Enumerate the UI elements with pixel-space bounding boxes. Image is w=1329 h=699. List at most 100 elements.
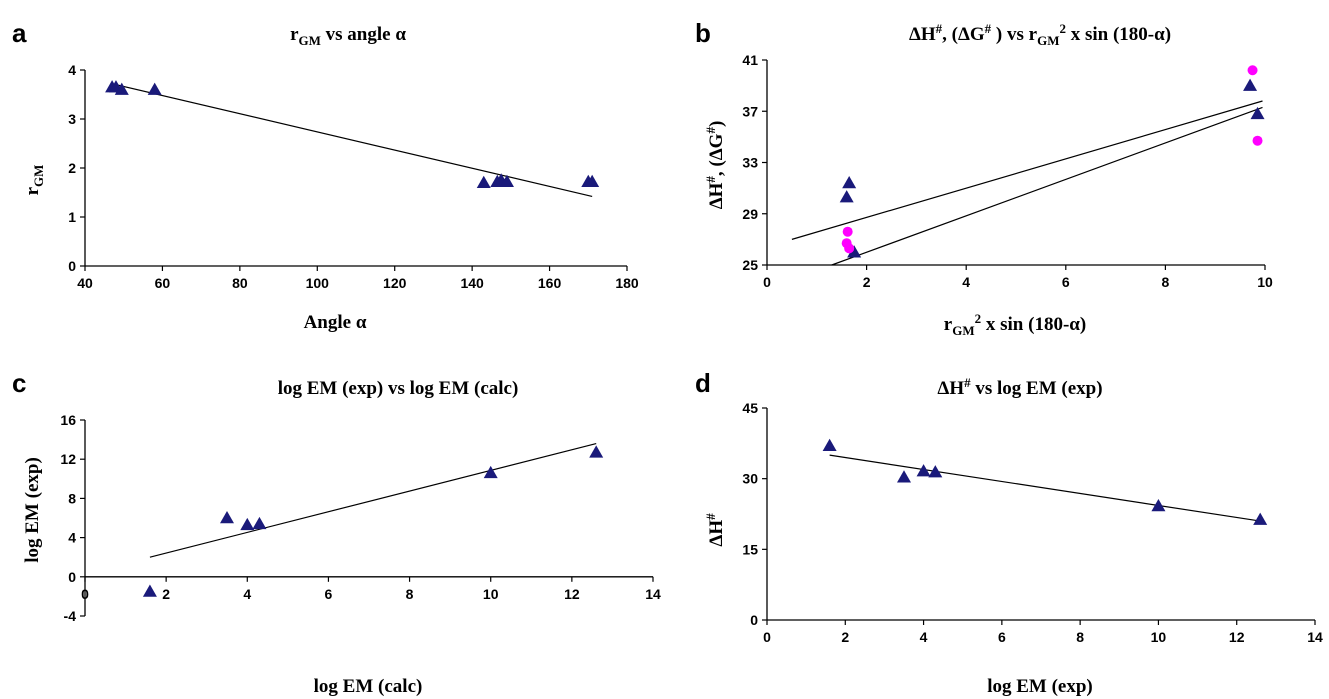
y-tick-label-c: 12 xyxy=(60,451,76,467)
data-point-d xyxy=(916,464,931,477)
x-tick-label-b: 2 xyxy=(863,274,871,290)
x-tick-label-c: 2 xyxy=(162,586,170,602)
trendline-d-0 xyxy=(829,454,1261,522)
data-point-d xyxy=(1253,512,1268,525)
plot-a: 40 60 80 100 120 140 160 180 0 1 2 3 4 xyxy=(68,62,639,291)
y-tick-label-b: 41 xyxy=(742,52,758,68)
panel-a-xlabel: Angle α xyxy=(304,312,367,333)
y-tick-label-c: 8 xyxy=(68,490,76,506)
data-point-c xyxy=(589,445,604,458)
y-tick-label-a: 2 xyxy=(68,160,76,176)
y-tick-label-b: 37 xyxy=(742,103,758,119)
panel-letter-d: d xyxy=(695,368,711,398)
data-point-b xyxy=(844,243,855,254)
data-point-a xyxy=(499,174,514,187)
data-point-a xyxy=(114,82,129,95)
y-tick-label-d: 0 xyxy=(750,612,758,628)
y-tick-label-a: 4 xyxy=(68,62,76,78)
x-tick-label-a: 140 xyxy=(460,275,484,291)
panel-letter-a: a xyxy=(12,18,27,48)
panel-a-title: rGM vs angle α xyxy=(290,24,406,48)
data-point-a xyxy=(476,175,491,188)
y-tick-label-b: 25 xyxy=(742,257,758,273)
data-point-d xyxy=(1151,498,1166,512)
y-tick-label-a: 3 xyxy=(68,111,76,127)
x-tick-label-c: 6 xyxy=(325,586,333,602)
y-tick-label-d: 30 xyxy=(742,471,758,487)
plot-d: 0 2 4 6 8 10 12 14 0 15 30 45 xyxy=(742,400,1323,645)
x-tick-label-d: 6 xyxy=(998,629,1006,645)
data-point-c xyxy=(483,465,498,479)
panel-b-title: ΔH#, (ΔG# ) vs rGM2 x sin (180-α) xyxy=(909,21,1171,48)
data-point-d xyxy=(897,470,911,483)
x-tick-label-d: 0 xyxy=(763,629,771,645)
data-point-b xyxy=(842,176,857,189)
data-point-a xyxy=(585,174,600,187)
x-tick-label-c: 0 xyxy=(81,586,89,602)
trendline-b-1 xyxy=(831,106,1263,266)
panel-letter-c: c xyxy=(12,368,26,398)
data-point-c xyxy=(252,516,267,530)
panel-d-xlabel: log EM (exp) xyxy=(987,676,1093,697)
panel-c: c log EM (exp) vs log EM (calc) log EM (… xyxy=(12,368,518,697)
x-tick-label-a: 40 xyxy=(77,275,93,291)
x-tick-label-a: 100 xyxy=(306,275,330,291)
x-tick-label-b: 6 xyxy=(1062,274,1070,290)
panel-c-title: log EM (exp) vs log EM (calc) xyxy=(278,378,519,399)
data-point-d xyxy=(928,465,943,478)
data-point-b xyxy=(1250,106,1265,120)
x-tick-label-b: 10 xyxy=(1257,274,1273,290)
x-tick-label-a: 120 xyxy=(383,275,407,291)
data-point-b xyxy=(847,245,862,258)
x-tick-label-c: 12 xyxy=(564,586,580,602)
trendline-a-0 xyxy=(111,83,593,198)
y-tick-label-d: 15 xyxy=(742,541,758,557)
x-tick-label-d: 10 xyxy=(1151,629,1167,645)
y-tick-label-a: 0 xyxy=(68,258,76,274)
x-tick-label-a: 80 xyxy=(232,275,248,291)
x-tick-label-c: 4 xyxy=(243,586,251,602)
trendline-b-0 xyxy=(791,100,1263,240)
data-point-d xyxy=(822,438,837,451)
x-tick-label-c: 14 xyxy=(645,586,661,602)
panel-letter-b: b xyxy=(695,18,711,48)
panel-b: b ΔH#, (ΔG# ) vs rGM2 x sin (180-α) rGM2… xyxy=(695,18,1171,338)
panel-d: d ΔH# vs log EM (exp) log EM (exp) ΔH# xyxy=(695,368,1103,697)
data-point-c xyxy=(142,584,157,597)
x-tick-label-c: 10 xyxy=(483,586,499,602)
x-tick-label-c: 8 xyxy=(406,586,414,602)
panel-a: a rGM vs angle α Angle α rGM xyxy=(12,18,406,333)
data-point-c xyxy=(240,517,255,531)
y-tick-label-c: 16 xyxy=(60,412,76,428)
x-tick-label-d: 2 xyxy=(841,629,849,645)
x-tick-label-b: 8 xyxy=(1162,274,1170,290)
plot-b: 0 2 4 6 8 10 25 29 33 37 41 xyxy=(742,52,1273,290)
x-tick-label-d: 8 xyxy=(1076,629,1084,645)
panel-c-ylabel: log EM (exp) xyxy=(22,457,43,563)
panel-c-xlabel: log EM (calc) xyxy=(314,676,423,697)
x-tick-label-b: 4 xyxy=(962,274,970,290)
x-tick-label-a: 160 xyxy=(538,275,562,291)
y-tick-label-c: -4 xyxy=(64,608,77,624)
data-point-b xyxy=(1247,65,1258,76)
data-point-b xyxy=(1252,135,1263,146)
x-tick-label-b: 0 xyxy=(763,274,771,290)
y-tick-label-c: 4 xyxy=(68,530,76,546)
data-point-b xyxy=(839,190,854,203)
y-tick-label-b: 29 xyxy=(742,206,758,222)
panel-a-ylabel: rGM xyxy=(22,165,46,196)
trendline-c-0 xyxy=(149,442,597,558)
panel-b-ylabel: ΔH#, (ΔG#) xyxy=(703,121,727,210)
data-point-a xyxy=(147,82,162,95)
y-tick-label-d: 45 xyxy=(742,400,758,416)
x-tick-label-d: 14 xyxy=(1307,629,1323,645)
data-point-c xyxy=(220,511,234,524)
panel-d-title: ΔH# vs log EM (exp) xyxy=(937,375,1102,399)
x-tick-label-d: 4 xyxy=(920,629,928,645)
x-tick-label-a: 60 xyxy=(155,275,171,291)
data-point-b xyxy=(842,226,853,237)
y-tick-label-b: 33 xyxy=(742,155,758,171)
